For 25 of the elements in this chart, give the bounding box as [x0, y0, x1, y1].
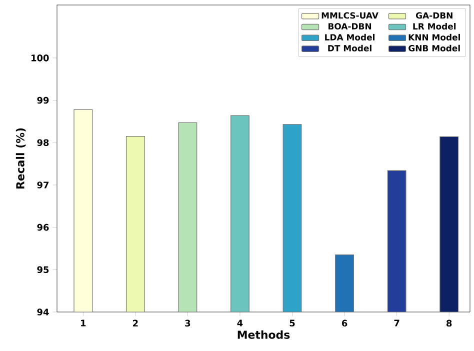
x-tick-label: 4	[237, 320, 243, 326]
legend-label: LR Model	[413, 23, 456, 30]
x-tick-label: 7	[394, 320, 400, 326]
y-axis-title: Recall (%)	[16, 128, 26, 189]
y-tick-label: 100	[32, 54, 49, 62]
x-tick-label: 2	[133, 320, 138, 326]
legend-label: MMLCS-UAV	[322, 12, 378, 19]
x-tick-label: 1	[81, 320, 86, 326]
x-tick-label: 6	[342, 320, 348, 327]
y-tick-label: 98	[37, 139, 49, 146]
x-tick-label: 3	[185, 320, 190, 327]
legend-label: DT Model	[328, 44, 372, 52]
y-tick-label: 99	[37, 96, 49, 104]
x-axis-title: Methods	[238, 330, 290, 339]
y-tick-label: 96	[37, 224, 49, 231]
legend-label: GNB Model	[408, 44, 460, 52]
legend-label: KNN Model	[408, 34, 460, 40]
x-tick-label: 5	[290, 320, 295, 326]
y-tick-label: 97	[37, 182, 49, 188]
legend-label: LDA Model	[325, 34, 374, 40]
legend-label: BOA-DBN	[328, 23, 372, 30]
x-tick-label: 8	[446, 320, 452, 327]
y-tick-label: 95	[37, 266, 49, 274]
y-tick-label: 94	[37, 308, 49, 316]
legend-label: GA-DBN	[416, 12, 452, 19]
